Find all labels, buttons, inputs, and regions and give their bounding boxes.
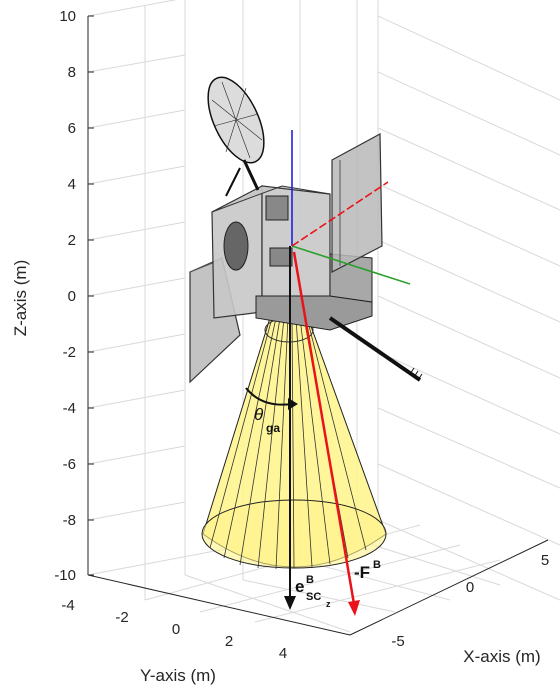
axis-box <box>87 15 549 636</box>
z-tick-labels: 10 8 6 4 2 0 -2 -4 -6 -8 -10 <box>54 8 76 584</box>
body-x-axis <box>291 245 411 285</box>
y-tick: 0 <box>172 621 180 638</box>
e-superscript: B <box>306 574 314 586</box>
z-tick: 6 <box>68 120 76 137</box>
instrument-boom <box>328 316 422 382</box>
body-frame-axes <box>291 130 411 285</box>
force-label: -F <box>354 563 370 582</box>
spacecraft-bus <box>211 185 373 331</box>
boom-tip <box>409 367 423 381</box>
z-tick: 4 <box>68 176 76 193</box>
e-subscript: SC <box>306 591 321 603</box>
theta-subscript: ga <box>266 421 280 435</box>
e-subsubscript: z <box>326 599 331 609</box>
z-tick: -2 <box>63 344 76 361</box>
high-gain-antenna <box>207 76 265 197</box>
y-tick-labels: -4 -2 0 2 4 <box>61 597 287 662</box>
z-tick: -8 <box>63 512 76 529</box>
e-symbol: e <box>295 577 304 596</box>
force-vector <box>292 251 360 616</box>
radiator-disc <box>223 221 249 271</box>
z-tick: -6 <box>63 456 76 473</box>
force-superscript: B <box>373 559 381 571</box>
instrument-box <box>269 247 293 267</box>
theta-symbol: θ <box>254 405 264 424</box>
z-tick: 2 <box>68 232 76 249</box>
thrust-cone <box>201 317 387 570</box>
y-axis-label: Y-axis (m) <box>140 666 216 685</box>
z-tick: 10 <box>59 8 76 25</box>
z-axis-label: Z-axis (m) <box>11 260 30 336</box>
y-tick: -4 <box>61 597 74 614</box>
z-tick: -4 <box>63 400 76 417</box>
z-tick: 8 <box>68 64 76 81</box>
spacecraft-z-vector <box>284 246 296 610</box>
annotations: θ ga e B SC z -F B <box>254 405 381 609</box>
x-tick: -5 <box>391 633 404 650</box>
y-tick: 4 <box>279 645 287 662</box>
vector-arrowhead <box>284 596 296 610</box>
x-axis-label: X-axis (m) <box>463 647 540 666</box>
z-tick: -10 <box>54 567 76 584</box>
x-tick-labels: 5 0 -5 <box>391 552 549 650</box>
x-tick: 5 <box>541 552 549 569</box>
y-tick: 2 <box>225 633 233 650</box>
x-tick: 0 <box>466 579 474 596</box>
instrument-box <box>265 195 289 221</box>
body-y-axis <box>291 181 389 247</box>
gimbal-angle-arc <box>245 387 298 410</box>
z-tick: 0 <box>68 288 76 305</box>
force-arrowhead <box>348 600 360 616</box>
y-tick: -2 <box>115 609 128 626</box>
bus-top-face <box>211 185 331 213</box>
